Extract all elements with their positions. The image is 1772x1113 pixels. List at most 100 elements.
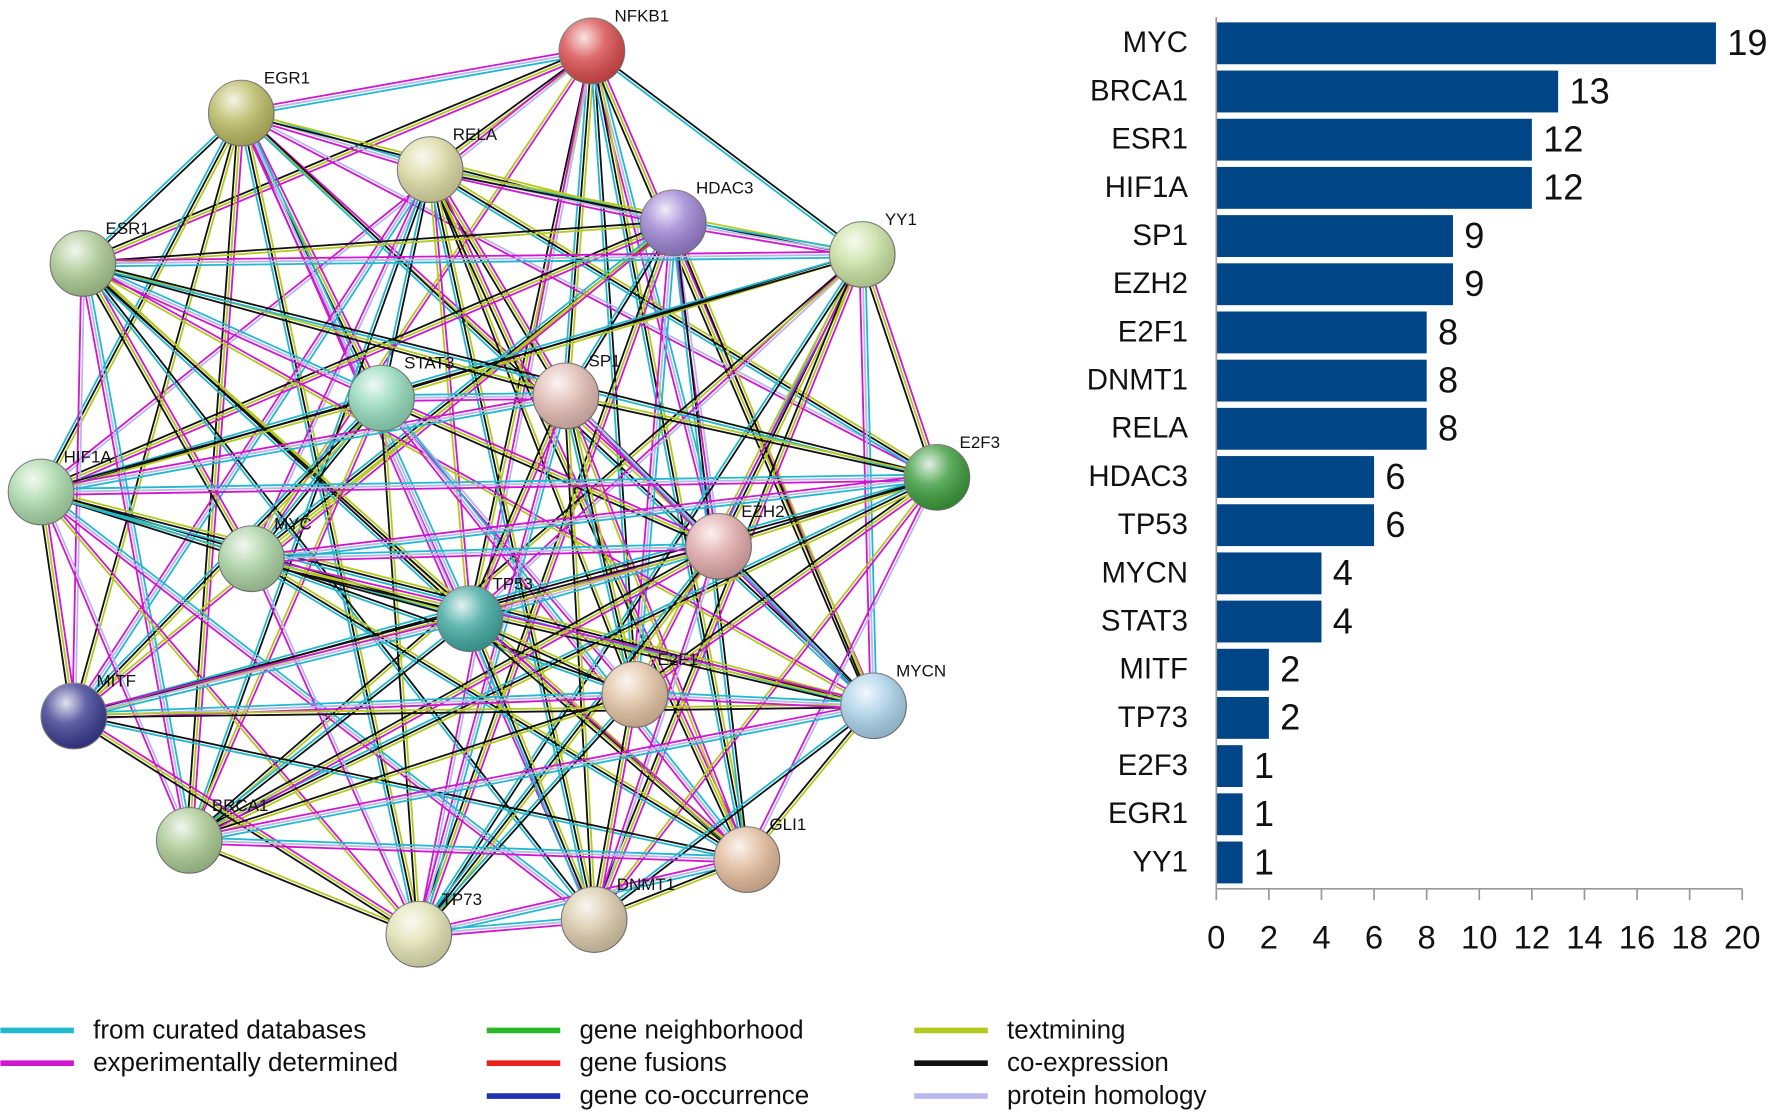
x-tick-label: 10: [1461, 918, 1497, 955]
edge: [71, 717, 418, 938]
bar: [1216, 552, 1322, 595]
legend-label: textmining: [1007, 1014, 1125, 1044]
edge: [591, 50, 720, 547]
node-shine: [602, 661, 668, 728]
edge: [83, 52, 594, 268]
bar: [1216, 359, 1427, 402]
edge: [251, 476, 938, 560]
edge: [590, 693, 633, 920]
node-label: E2F3: [960, 433, 1001, 452]
edge: [82, 253, 863, 265]
value-label: 6: [1385, 456, 1405, 497]
edge: [83, 261, 938, 477]
edge: [418, 545, 720, 935]
category-label: EZH2: [1113, 267, 1188, 300]
edge: [82, 223, 674, 266]
edge: [71, 263, 83, 716]
category-label: BRCA1: [1090, 74, 1188, 107]
bar: [1216, 793, 1243, 836]
edge: [187, 397, 382, 841]
category-label: MYC: [1123, 26, 1188, 59]
bar: [1216, 118, 1532, 161]
edge: [190, 479, 939, 844]
category-label: STAT3: [1101, 604, 1188, 637]
node-shine: [208, 80, 275, 146]
value-label: 4: [1333, 600, 1353, 641]
legend-label: co-expression: [1007, 1047, 1169, 1077]
edge: [187, 616, 470, 840]
edge: [41, 473, 937, 490]
edge: [74, 113, 244, 717]
edge: [81, 264, 874, 708]
edge: [589, 50, 635, 695]
edge: [717, 475, 937, 546]
category-label: HIF1A: [1105, 171, 1189, 204]
edge: [469, 618, 748, 861]
edge: [861, 254, 875, 706]
edge: [72, 220, 673, 716]
node-label: DNMT1: [617, 875, 675, 894]
edge: [41, 479, 937, 496]
edge: [251, 169, 433, 560]
node-label: NFKB1: [615, 6, 670, 25]
edge: [41, 397, 567, 496]
edge: [79, 264, 250, 561]
edge: [563, 221, 673, 396]
edge: [40, 394, 567, 493]
edge: [41, 224, 675, 496]
edge: [82, 263, 191, 841]
node-shine: [533, 363, 599, 429]
edge: [428, 48, 592, 170]
edge: [634, 696, 874, 710]
edge: [40, 252, 863, 492]
edge: [243, 112, 423, 934]
value-label: 1: [1254, 841, 1274, 882]
bar: [1216, 745, 1243, 788]
edge: [82, 220, 674, 263]
category-label: DNMT1: [1087, 364, 1188, 397]
edge: [74, 223, 675, 718]
edge: [379, 400, 718, 550]
edge: [251, 548, 719, 563]
edge: [566, 395, 750, 860]
node-shine: [714, 826, 780, 893]
edge: [81, 47, 592, 262]
edge: [241, 50, 593, 115]
edge: [591, 545, 719, 920]
edge: [243, 111, 385, 398]
node-label: MYCN: [896, 661, 946, 680]
value-label: 2: [1280, 697, 1300, 738]
edge: [251, 398, 384, 561]
edge: [718, 477, 938, 549]
node-shine: [8, 459, 74, 525]
edge: [40, 112, 243, 493]
bar: [1216, 407, 1427, 450]
node-label: EZH2: [741, 502, 784, 521]
edge: [240, 47, 592, 112]
edge: [592, 50, 638, 695]
edge: [82, 262, 382, 399]
node-shine: [559, 18, 625, 84]
edge: [417, 692, 635, 934]
edge: [83, 113, 243, 266]
edge: [73, 713, 748, 860]
node-label: BRCA1: [212, 796, 269, 815]
edge: [428, 171, 936, 481]
edge: [631, 222, 672, 695]
legend-label: from curated databases: [93, 1014, 366, 1044]
value-label: 4: [1333, 552, 1353, 593]
edge: [82, 264, 937, 480]
edge: [83, 261, 567, 396]
edge: [189, 707, 875, 845]
edge: [420, 547, 722, 937]
category-label: YY1: [1132, 845, 1188, 878]
legend-label: gene fusions: [579, 1047, 726, 1077]
edge: [594, 706, 876, 922]
edge: [632, 253, 862, 695]
edge: [82, 256, 863, 268]
node-shine: [436, 585, 503, 652]
node-label: GLI1: [769, 815, 806, 834]
node-shine: [397, 136, 463, 203]
edge: [189, 836, 748, 858]
edge: [42, 114, 245, 494]
